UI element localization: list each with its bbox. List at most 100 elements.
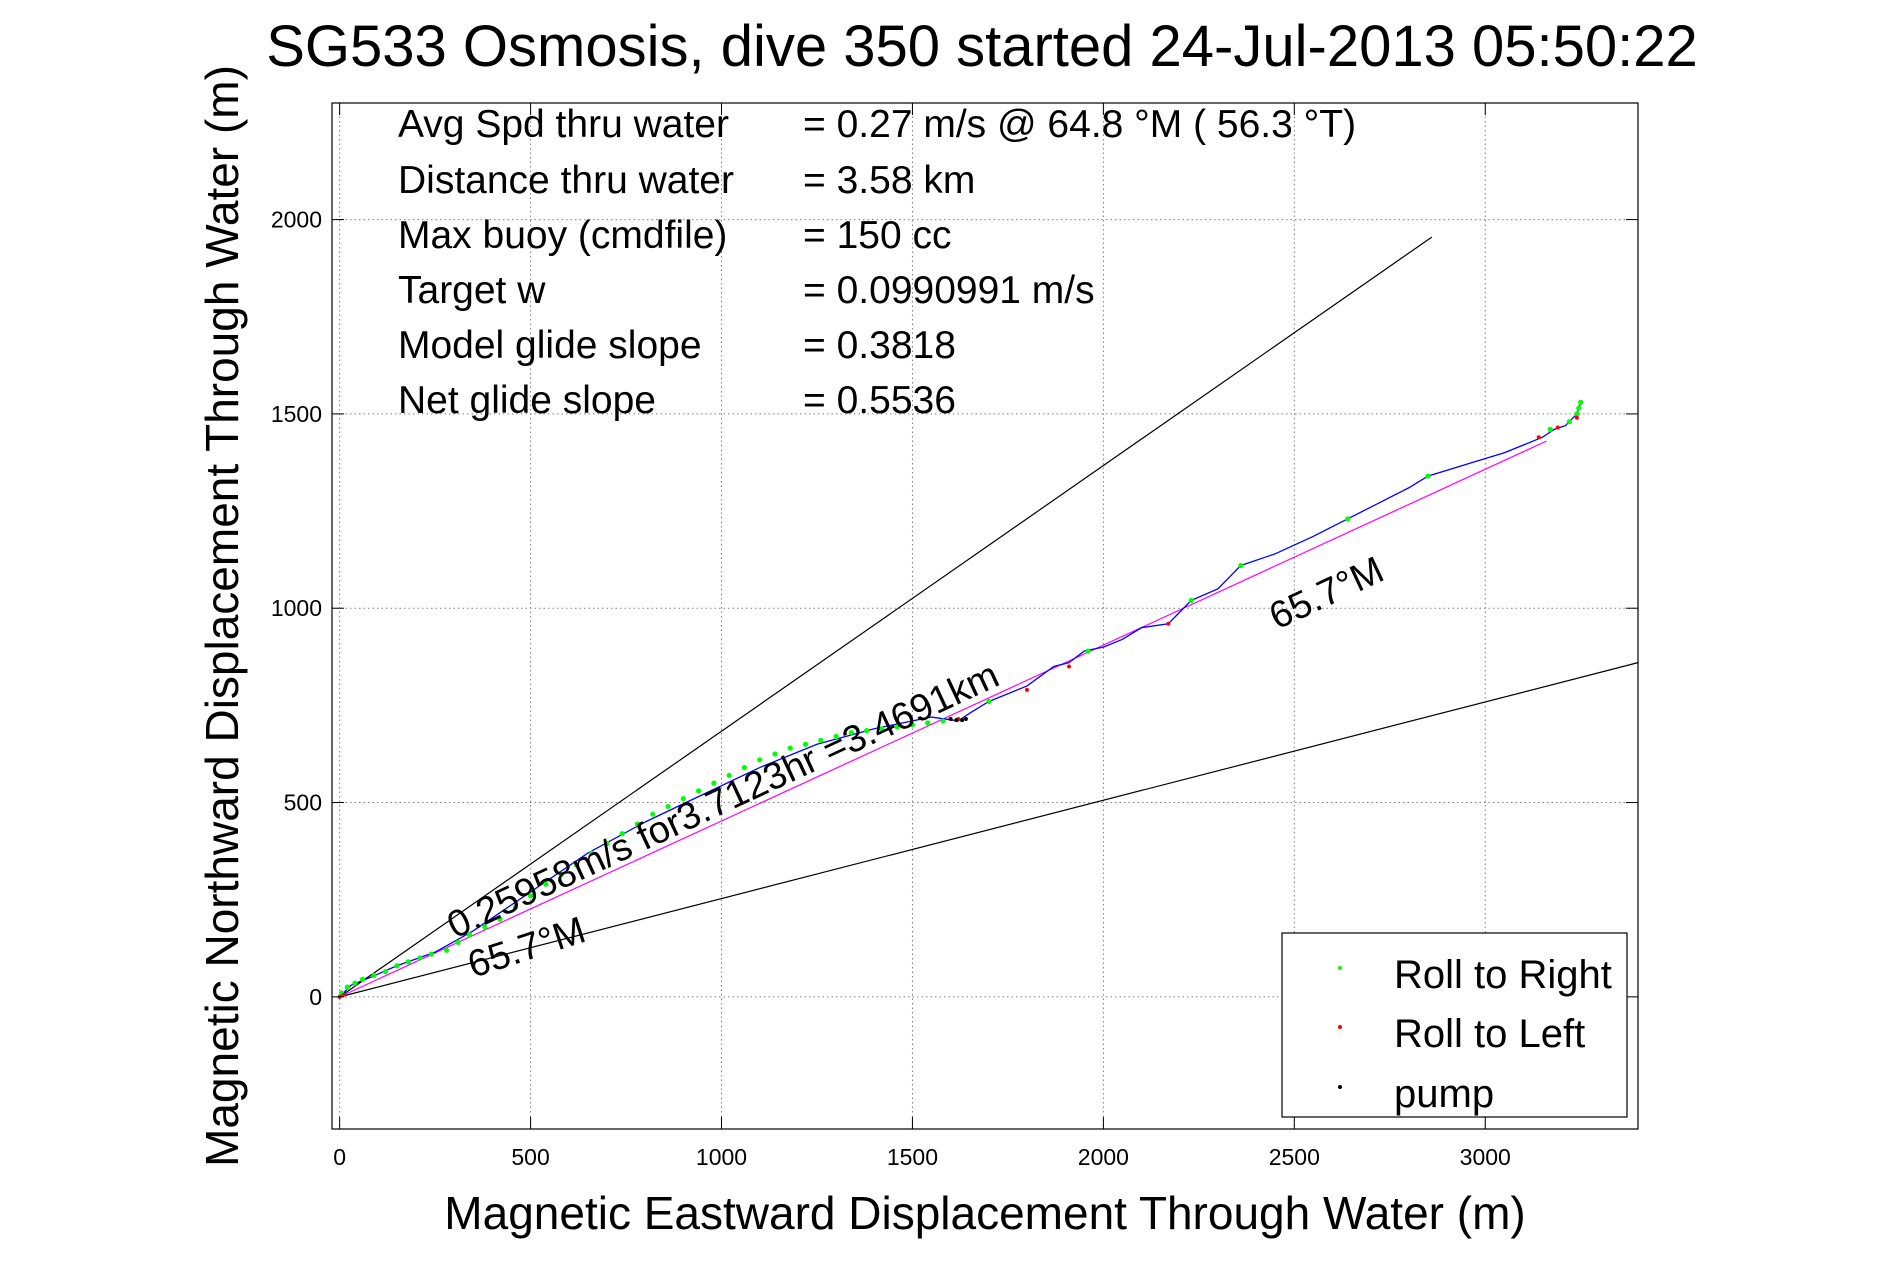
roll-to-right-point xyxy=(482,924,488,930)
y-tick-label: 1500 xyxy=(271,401,322,427)
roll-to-right-point xyxy=(405,959,411,965)
roll-to-right-point xyxy=(833,733,839,740)
x-tick-label: 1500 xyxy=(887,1144,938,1170)
x-tick-label: 1000 xyxy=(696,1144,747,1170)
roll-to-right-point xyxy=(802,741,809,747)
x-tick-label: 3000 xyxy=(1460,1144,1511,1170)
pump-point xyxy=(948,716,953,721)
axes-frame xyxy=(331,102,1639,1130)
roll-to-right-point xyxy=(925,720,931,726)
roll-to-left-point xyxy=(341,992,346,997)
roll-to-right-point xyxy=(1576,405,1582,411)
roll-to-right-point xyxy=(986,698,992,705)
roll-to-right-point xyxy=(940,718,946,724)
y-tick-label: 1000 xyxy=(271,595,322,621)
roll-to-right-point xyxy=(665,803,671,810)
roll-to-right-point xyxy=(864,728,870,734)
roll-to-right-point xyxy=(1425,473,1431,479)
info-value-net-glide: = 0.5536 xyxy=(803,379,956,422)
roll-to-right-point xyxy=(1547,426,1553,433)
roll-to-right-point xyxy=(680,796,686,802)
info-label-avg-speed: Avg Spd thru water xyxy=(398,103,729,146)
roll-to-right-point xyxy=(787,745,793,751)
roll-to-right-point xyxy=(619,831,625,837)
roll-to-right-point xyxy=(741,764,748,771)
legend-label-pump: pump xyxy=(1394,1072,1494,1116)
roll-to-right-point xyxy=(573,862,579,868)
roll-to-left-point xyxy=(1574,415,1579,420)
pump-point xyxy=(954,718,959,723)
legend: Roll to Right Roll to Left pump xyxy=(1281,932,1628,1118)
axis-ticks: 0 500 1000 1500 2000 2500 3000 0 500 1000 1500 2000 xyxy=(271,103,1638,1170)
roll-to-left-point xyxy=(1025,687,1030,692)
reference-line-2 xyxy=(339,662,1639,998)
roll-to-right-point xyxy=(466,932,473,938)
y-tick-label: 2000 xyxy=(271,207,322,233)
data-series xyxy=(337,399,1584,999)
roll-to-right-point xyxy=(634,821,641,827)
roll-to-right-point xyxy=(371,972,377,979)
legend-marker-pump xyxy=(1338,1085,1342,1089)
legend-marker-roll-left xyxy=(1338,1025,1342,1029)
roll-to-right-point xyxy=(650,811,656,817)
info-block: Avg Spd thru water = 0.27 m/s @ 64.8 °M … xyxy=(398,103,1356,422)
roll-to-right-point xyxy=(909,722,916,728)
roll-to-right-point xyxy=(497,916,503,922)
roll-to-right-point xyxy=(382,969,389,975)
reference-line-1 xyxy=(339,236,1433,998)
roll-to-right-point xyxy=(428,951,434,957)
roll-to-right-point xyxy=(848,729,854,736)
info-label-max-buoy: Max buoy (cmdfile) xyxy=(398,214,727,257)
roll-to-left-point xyxy=(1555,425,1560,430)
roll-to-right-point xyxy=(1578,399,1584,405)
y-tick-label: 500 xyxy=(284,790,322,816)
roll-to-right-point xyxy=(818,737,824,743)
x-tick-label: 2000 xyxy=(1078,1144,1129,1170)
info-label-model-glide: Model glide slope xyxy=(398,324,702,367)
info-value-max-buoy: = 150 cc xyxy=(803,214,952,257)
legend-label-roll-left: Roll to Left xyxy=(1394,1012,1585,1056)
roll-to-right-point xyxy=(726,772,732,778)
roll-to-right-point xyxy=(352,980,358,986)
pump-point xyxy=(963,716,968,721)
roll-to-left-point xyxy=(1067,664,1072,669)
roll-to-right-point xyxy=(772,751,778,757)
roll-to-right-point xyxy=(558,871,564,878)
y-axis-label: Magnetic Northward Displacement Through … xyxy=(196,65,248,1167)
roll-to-right-point xyxy=(1085,648,1091,654)
roll-to-right-point xyxy=(711,780,717,786)
roll-to-right-point xyxy=(1345,516,1351,522)
y-tick-label: 0 xyxy=(309,984,322,1010)
x-tick-label: 2500 xyxy=(1269,1144,1320,1170)
roll-to-right-point xyxy=(417,955,423,961)
roll-to-right-point xyxy=(894,724,900,730)
chart-title: SG533 Osmosis, dive 350 started 24-Jul-2… xyxy=(266,14,1698,79)
info-value-target-w: = 0.0990991 m/s xyxy=(803,269,1095,312)
roll-to-right-point xyxy=(527,893,534,899)
roll-to-right-point xyxy=(344,984,350,990)
roll-to-right-point xyxy=(512,904,518,911)
roll-to-right-point xyxy=(394,963,400,969)
roll-to-right-point xyxy=(589,850,595,856)
roll-to-left-point xyxy=(1166,621,1171,626)
info-value-model-glide: = 0.3818 xyxy=(803,324,956,367)
track-line xyxy=(339,402,1582,998)
legend-marker-roll-right xyxy=(1338,966,1342,970)
plot-area: 0 500 1000 1500 2000 2500 3000 0 500 1000 1500 2000 xyxy=(271,102,1639,1170)
roll-to-right-point xyxy=(879,726,885,732)
info-label-net-glide: Net glide slope xyxy=(398,379,656,422)
roll-to-right-point xyxy=(604,840,610,846)
roll-to-right-point xyxy=(455,939,461,946)
roll-to-right-point xyxy=(543,881,549,887)
info-value-distance: = 3.58 km xyxy=(803,159,975,202)
roll-to-right-point xyxy=(1238,562,1244,569)
legend-label-roll-right: Roll to Right xyxy=(1394,953,1612,997)
info-label-target-w: Target w xyxy=(398,269,546,312)
roll-to-right-point xyxy=(1574,411,1580,417)
info-value-avg-speed: = 0.27 m/s @ 64.8 °M ( 56.3 °T) xyxy=(803,103,1356,146)
x-axis-label: Magnetic Eastward Displacement Through W… xyxy=(444,1187,1525,1239)
pump-point xyxy=(960,718,965,723)
roll-to-right-point xyxy=(359,976,366,982)
roll-to-right-point xyxy=(1188,597,1194,604)
